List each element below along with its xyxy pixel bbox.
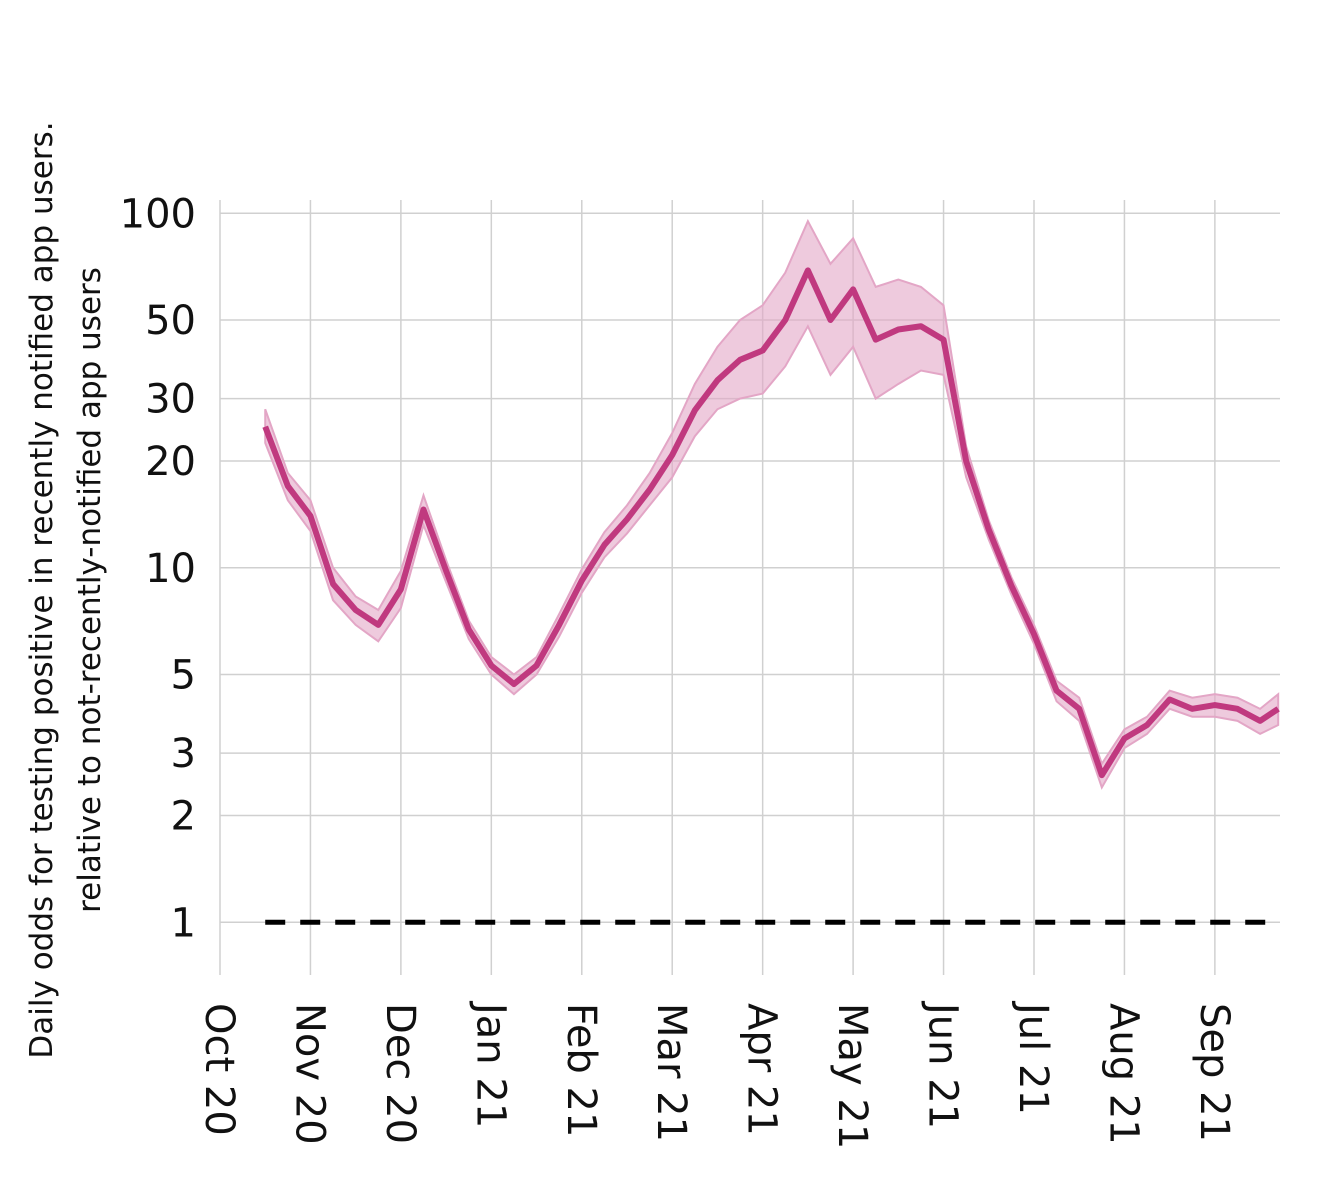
x-tick-label: Sep 21 bbox=[1191, 1003, 1237, 1142]
y-tick-label: 5 bbox=[171, 652, 196, 698]
line bbox=[262, 267, 1280, 779]
y-tick-label: 50 bbox=[145, 298, 196, 344]
y-tick-label: 10 bbox=[145, 546, 196, 592]
y-tick-label: 2 bbox=[171, 794, 196, 840]
x-tick-label: Oct 20 bbox=[196, 1003, 242, 1136]
y-axis-label: Daily odds for testing positive in recen… bbox=[24, 121, 60, 1058]
x-tick-label: Jul 21 bbox=[1010, 1000, 1056, 1115]
x-tick-label: Mar 21 bbox=[648, 1003, 694, 1142]
x-tick-label: Nov 20 bbox=[286, 1003, 332, 1145]
x-tick-label: Dec 20 bbox=[377, 1003, 423, 1144]
x-tick-label: Jun 21 bbox=[920, 1000, 966, 1129]
y-tick-label: 20 bbox=[145, 439, 196, 485]
y-tick-label: 100 bbox=[120, 191, 196, 237]
y-tick-label: 30 bbox=[145, 377, 196, 423]
x-tick-label: May 21 bbox=[829, 1003, 875, 1149]
x-tick-label: Feb 21 bbox=[558, 1003, 604, 1137]
x-tick-label: Jan 21 bbox=[467, 1000, 513, 1128]
y-axis-label: relative to not-recently-notified app us… bbox=[72, 267, 108, 913]
x-tick-label: Apr 21 bbox=[739, 1003, 785, 1136]
x-tick-label: Aug 21 bbox=[1100, 1003, 1146, 1145]
confidence-band bbox=[264, 218, 1280, 790]
y-tick-label: 3 bbox=[171, 731, 196, 777]
y-tick-label: 1 bbox=[171, 900, 196, 946]
